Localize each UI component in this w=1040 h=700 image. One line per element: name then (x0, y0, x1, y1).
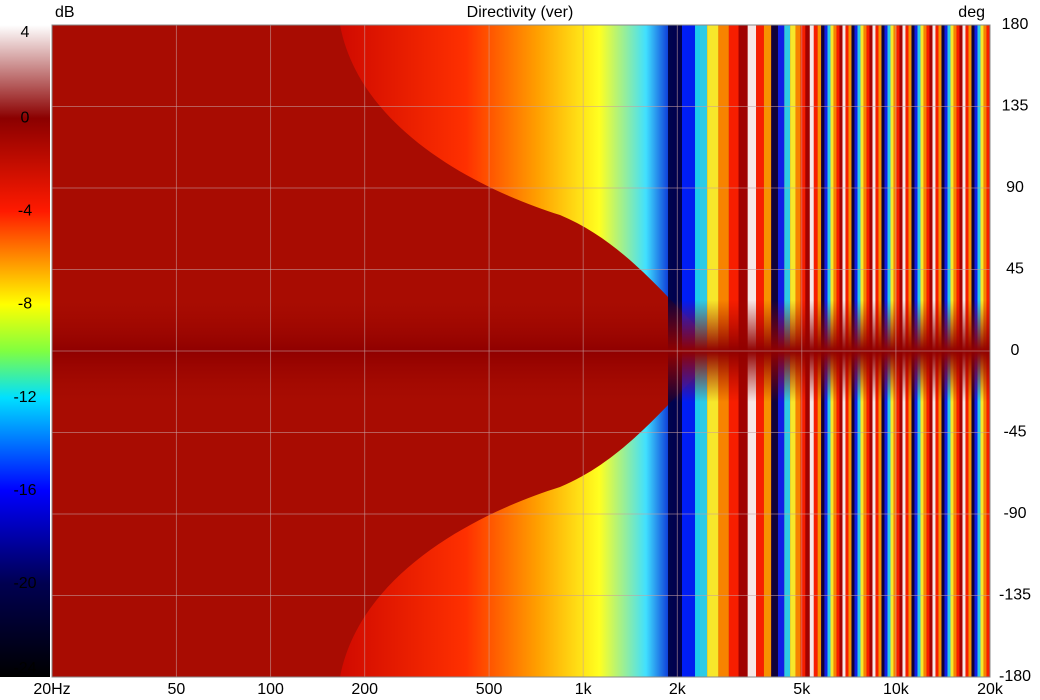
colorbar-label: dB (55, 4, 75, 21)
heatmap-region (340, 25, 700, 330)
colorbar-tick-label: -4 (18, 203, 32, 220)
colorbar-tick-label: -24 (13, 660, 36, 677)
x-tick-label: 2k (669, 681, 687, 698)
x-tick-label: 50 (168, 681, 186, 698)
x-tick-label: 10k (883, 681, 910, 698)
x-tick-label: 5k (793, 681, 811, 698)
colorbar-tick-label: -12 (13, 389, 36, 406)
colorbar-tick-label: 0 (21, 109, 30, 126)
y-tick-label: 90 (1006, 179, 1024, 196)
colorbar-tick-label: -16 (13, 482, 36, 499)
x-tick-label: 20Hz (33, 681, 70, 698)
colorbar (0, 25, 50, 677)
y-axis-label: deg (958, 4, 985, 21)
y-tick-label: -180 (999, 668, 1031, 685)
x-tick-label: 1k (575, 681, 593, 698)
heatmap-region (340, 372, 700, 677)
chart-title: Directivity (ver) (467, 4, 574, 21)
y-tick-label: -45 (1003, 424, 1026, 441)
plot-frame (51, 24, 991, 678)
x-tick-label: 100 (257, 681, 284, 698)
colorbar-tick-label: -20 (13, 575, 36, 592)
y-tick-label: -90 (1003, 505, 1026, 522)
y-tick-label: 0 (1011, 342, 1020, 359)
x-tick-label: 20k (977, 681, 1004, 698)
y-tick-label: 180 (1002, 16, 1029, 33)
y-tick-label: 135 (1002, 98, 1029, 115)
colorbar-tick-label: 4 (21, 24, 30, 41)
x-tick-label: 500 (476, 681, 503, 698)
x-tick-label: 200 (351, 681, 378, 698)
y-tick-label: -135 (999, 587, 1031, 604)
colorbar-tick-label: -8 (18, 296, 32, 313)
y-tick-label: 45 (1006, 261, 1024, 278)
